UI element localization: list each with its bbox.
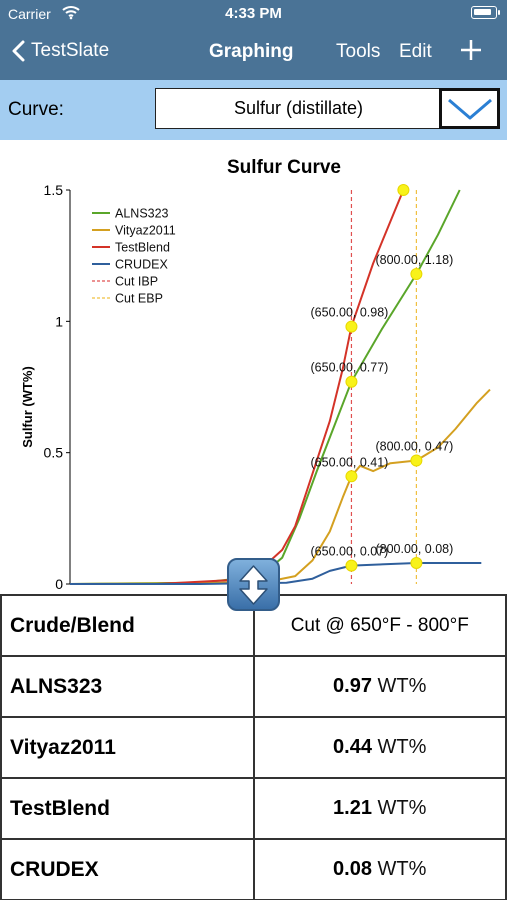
curve-selector-row: Curve: Sulfur (distillate) xyxy=(0,80,507,140)
curve-label: Curve: xyxy=(8,99,64,120)
resize-handle[interactable] xyxy=(227,558,280,611)
value-unit: WT% xyxy=(377,736,427,758)
value-number: 1.21 xyxy=(333,797,372,819)
row-value: 0.08 WT% xyxy=(252,838,507,900)
y-tick-label: 1.5 xyxy=(44,182,64,198)
sulfur-chart: Sulfur Curve 0 0.5 1 1.5 Sulfur (WT%) (650.00,… xyxy=(0,140,507,595)
data-point xyxy=(345,559,358,572)
chevron-down-icon xyxy=(448,98,492,120)
curve-dropdown-button[interactable] xyxy=(439,88,500,129)
status-bar: Carrier 4:33 PM xyxy=(0,0,507,28)
page-title: Graphing xyxy=(209,41,294,62)
tools-button[interactable]: Tools xyxy=(336,41,381,62)
data-point-label: (650.00, 0.98) xyxy=(311,306,389,320)
legend-label: Cut IBP xyxy=(115,275,158,289)
data-point xyxy=(410,556,423,569)
back-button[interactable]: TestSlate xyxy=(12,40,109,62)
row-value: 1.21 WT% xyxy=(252,777,507,840)
y-tick-label: 0.5 xyxy=(44,445,64,461)
data-point-label: (800.00, 0.08) xyxy=(375,542,453,556)
chart-title: Sulfur Curve xyxy=(227,157,341,178)
value-unit: WT% xyxy=(377,858,427,880)
data-point-label: (800.00, 1.18) xyxy=(375,253,453,267)
chart-svg: Sulfur Curve 0 0.5 1 1.5 Sulfur (WT%) (650.00,… xyxy=(20,157,491,592)
data-point xyxy=(410,454,423,467)
data-point xyxy=(345,375,358,388)
chevron-left-icon xyxy=(12,40,25,62)
legend-label: CRUDEX xyxy=(115,258,168,272)
wifi-icon xyxy=(62,6,80,20)
y-tick-label: 1 xyxy=(55,313,63,329)
y-axis-label: Sulfur (WT%) xyxy=(20,366,35,448)
value-number: 0.08 xyxy=(333,858,372,880)
table-row[interactable]: CRUDEX 0.08 WT% xyxy=(0,838,507,900)
table-header-row: Crude/Blend Cut @ 650°F - 800°F xyxy=(0,594,507,657)
series-line xyxy=(70,562,482,585)
header-crude-blend: Crude/Blend xyxy=(0,594,255,657)
data-point-label: (650.00, 0.07) xyxy=(311,545,389,559)
data-point xyxy=(345,470,358,483)
table-row[interactable]: TestBlend 1.21 WT% xyxy=(0,777,507,840)
data-point xyxy=(397,184,410,196)
series-line xyxy=(69,388,491,585)
row-name: CRUDEX xyxy=(0,838,255,900)
data-point-label: (650.00, 0.77) xyxy=(311,361,389,375)
back-label: TestSlate xyxy=(31,40,110,61)
battery-icon xyxy=(471,6,500,19)
table-row[interactable]: Vityaz2011 0.44 WT% xyxy=(0,716,507,779)
data-point-label: (650.00, 0.41) xyxy=(311,455,389,469)
edit-button[interactable]: Edit xyxy=(399,41,432,62)
results-table: Crude/Blend Cut @ 650°F - 800°F ALNS323 … xyxy=(0,594,507,900)
clock: 4:33 PM xyxy=(225,5,282,22)
data-point xyxy=(345,320,358,333)
y-tick-label: 0 xyxy=(55,576,63,592)
legend-label: Cut EBP xyxy=(115,292,163,306)
nav-bar: TestSlate Graphing Tools Edit xyxy=(0,28,507,80)
value-number: 0.44 xyxy=(333,736,372,758)
curve-select-value: Sulfur (distillate) xyxy=(233,98,364,118)
carrier-label: Carrier xyxy=(8,6,51,22)
curve-select[interactable]: Sulfur (distillate) xyxy=(155,88,442,129)
row-name: Vityaz2011 xyxy=(0,716,255,779)
header-cut: Cut @ 650°F - 800°F xyxy=(252,594,507,657)
add-icon[interactable] xyxy=(459,38,483,62)
row-value: 0.97 WT% xyxy=(252,655,507,718)
legend-label: TestBlend xyxy=(115,241,170,255)
row-value: 0.44 WT% xyxy=(252,716,507,779)
data-point-label: (800.00, 0.47) xyxy=(375,440,453,454)
value-number: 0.97 xyxy=(333,675,372,697)
row-name: TestBlend xyxy=(0,777,255,840)
row-name: ALNS323 xyxy=(0,655,255,718)
data-point xyxy=(410,268,423,281)
legend-label: ALNS323 xyxy=(115,207,169,221)
value-unit: WT% xyxy=(377,797,427,819)
table-row[interactable]: ALNS323 0.97 WT% xyxy=(0,655,507,718)
legend-label: Vityaz2011 xyxy=(115,224,176,238)
value-unit: WT% xyxy=(377,675,427,697)
up-down-arrow-icon xyxy=(239,565,268,605)
